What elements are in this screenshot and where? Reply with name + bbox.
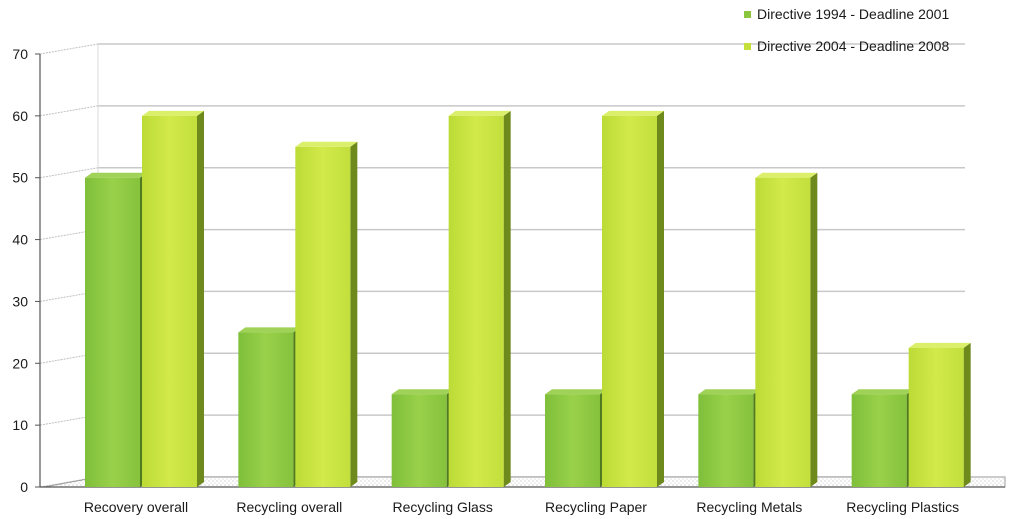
y-tick-label: 70 — [12, 46, 28, 62]
y-axis: 0 10 20 30 40 50 60 70 — [12, 46, 1005, 495]
category-label: Recovery overall — [84, 499, 188, 515]
bar — [545, 394, 600, 487]
y-tick-label: 50 — [12, 170, 28, 186]
bar-top — [295, 141, 358, 147]
bar-side — [503, 110, 511, 487]
category-label: Recycling overall — [236, 499, 342, 515]
bar-top — [851, 389, 914, 395]
bar-side — [197, 110, 204, 487]
bar-top — [85, 172, 147, 178]
y-tick-label: 0 — [20, 479, 28, 495]
legend-swatch — [744, 43, 751, 50]
bar — [755, 177, 811, 487]
legend-label: Directive 2004 - Deadline 2008 — [757, 38, 949, 54]
bar-top — [391, 389, 454, 395]
category-label: Recycling Paper — [545, 499, 647, 515]
bar — [391, 394, 447, 487]
bar — [448, 115, 504, 487]
legend: Directive 1994 - Deadline 2001 Directive … — [744, 6, 949, 54]
y-tick-label: 60 — [12, 108, 28, 124]
category-label: Recycling Glass — [392, 499, 492, 515]
bar — [851, 394, 907, 487]
category-label: Recycling Metals — [696, 499, 802, 515]
bar-side — [657, 110, 664, 487]
category-label: Recycling Plastics — [846, 499, 959, 515]
bar — [142, 115, 197, 487]
y-tick-label: 30 — [12, 293, 28, 309]
category-labels: Recovery overall Recycling overall Recycli… — [84, 499, 959, 515]
gridline-side — [39, 167, 99, 179]
bar — [602, 115, 657, 487]
bar — [238, 332, 294, 487]
bar-side — [810, 172, 818, 487]
bar — [698, 394, 754, 487]
bar-top — [238, 327, 301, 333]
bar-side — [963, 342, 971, 487]
y-tick-label: 10 — [12, 417, 28, 433]
bar — [295, 146, 351, 488]
bar-top — [602, 110, 664, 116]
bar-top — [545, 389, 607, 395]
gridline-side — [39, 43, 99, 55]
bar-top — [755, 172, 818, 178]
bar-top — [448, 110, 511, 116]
bars-group — [85, 110, 971, 488]
legend-label: Directive 1994 - Deadline 2001 — [757, 6, 949, 22]
bar — [908, 347, 964, 487]
bar-top — [142, 110, 204, 116]
bar-top — [908, 342, 971, 348]
legend-swatch — [744, 11, 751, 18]
bar-top — [698, 389, 761, 395]
bar — [85, 177, 140, 487]
y-tick-label: 40 — [12, 232, 28, 248]
y-tick-label: 20 — [12, 355, 28, 371]
gridline-side — [39, 105, 99, 117]
bar-side — [350, 141, 358, 488]
